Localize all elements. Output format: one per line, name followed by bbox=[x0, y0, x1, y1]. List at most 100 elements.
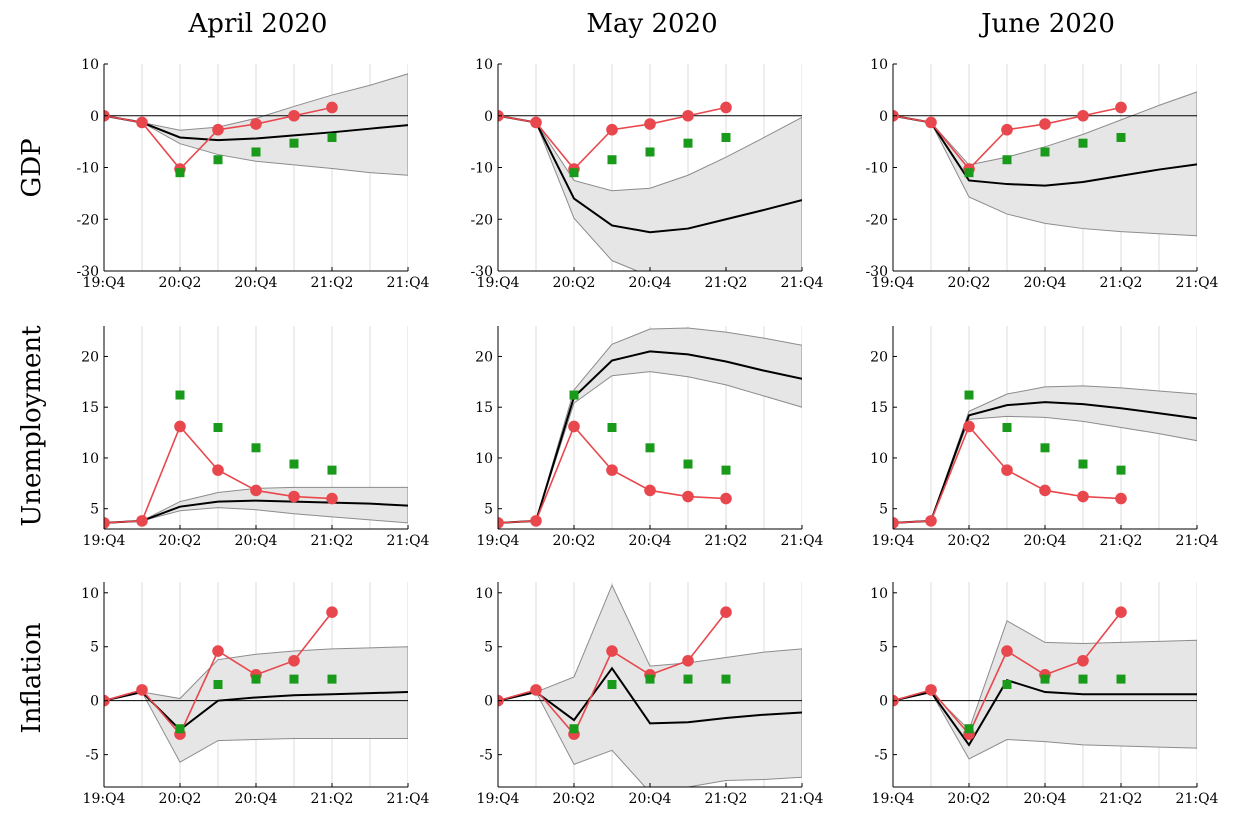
actual-point bbox=[644, 484, 656, 497]
uncertainty-band bbox=[498, 327, 802, 524]
survey-point bbox=[289, 138, 299, 148]
row-label-gdp: GDP bbox=[17, 138, 47, 197]
actual-point bbox=[1115, 101, 1127, 114]
y-tick-label: 5 bbox=[90, 502, 99, 518]
panel-inflation-june-2020: 10 5 0 -5 19:Q4 20:Q2 20:Q4 21:Q2 21:Q4 bbox=[870, 582, 1219, 807]
y-tick-label: -5 bbox=[85, 748, 99, 764]
actual-point bbox=[326, 492, 338, 505]
actual-point bbox=[925, 515, 937, 527]
actual-point bbox=[1077, 490, 1089, 503]
panel-unemployment-may-2020: 20 15 10 5 19:Q4 20:Q2 20:Q4 21:Q2 21:Q4 bbox=[475, 326, 824, 549]
panel-unemployment-april-2020: 20 15 10 5 19:Q4 20:Q2 20:Q4 21:Q2 21:Q4 bbox=[81, 326, 430, 549]
survey-point bbox=[1078, 459, 1088, 469]
actual-point bbox=[682, 654, 694, 667]
panel-inflation-may-2020: 10 5 0 -5 19:Q4 20:Q2 20:Q4 21:Q2 21:Q4 bbox=[475, 582, 824, 807]
survey-point bbox=[289, 674, 299, 684]
survey-point bbox=[1002, 423, 1012, 432]
survey-point bbox=[683, 138, 693, 148]
row-label-inflation: Inflation bbox=[17, 622, 47, 733]
x-tick-label: 20:Q2 bbox=[159, 533, 202, 549]
actual-point bbox=[326, 101, 338, 114]
plot-area bbox=[498, 326, 802, 529]
x-tick-label: 20:Q4 bbox=[629, 275, 672, 291]
y-tick-label: 0 bbox=[90, 694, 99, 710]
survey-point bbox=[1078, 674, 1088, 684]
x-tick-label: 20:Q2 bbox=[948, 533, 991, 549]
plot-area bbox=[104, 64, 408, 271]
survey-point bbox=[1040, 147, 1050, 157]
actual-point bbox=[530, 515, 542, 527]
actual-point bbox=[250, 484, 262, 497]
y-tick-label: 5 bbox=[879, 640, 888, 656]
central-forecast-line bbox=[498, 350, 802, 524]
survey-point bbox=[1078, 138, 1088, 148]
survey-point bbox=[569, 168, 579, 178]
survey-point bbox=[645, 443, 655, 453]
x-tick-label: 19:Q4 bbox=[83, 791, 126, 807]
y-tick-label: 10 bbox=[81, 57, 99, 73]
survey-point bbox=[251, 674, 261, 684]
survey-point bbox=[289, 459, 299, 469]
x-tick-label: 19:Q4 bbox=[477, 533, 520, 549]
y-tick-label: 0 bbox=[484, 109, 493, 125]
row-label-unemployment: Unemployment bbox=[17, 325, 47, 527]
plot-area bbox=[498, 64, 802, 271]
actual-point bbox=[720, 606, 732, 619]
actual-point bbox=[288, 109, 300, 122]
uncertainty-band bbox=[893, 91, 1197, 237]
x-tick-label: 20:Q4 bbox=[235, 275, 278, 291]
actual-point bbox=[682, 490, 694, 503]
y-tick-label: -20 bbox=[470, 212, 493, 228]
survey-point bbox=[1116, 132, 1126, 142]
survey-point bbox=[213, 423, 223, 432]
y-tick-label: -30 bbox=[470, 264, 493, 280]
actual-point bbox=[212, 464, 224, 476]
y-tick-label: 5 bbox=[879, 502, 888, 518]
column-title-april: April 2020 bbox=[188, 9, 328, 39]
survey-point bbox=[569, 390, 579, 400]
y-tick-label: 0 bbox=[484, 694, 493, 710]
central-forecast-line bbox=[893, 678, 1197, 747]
x-tick-label: 21:Q2 bbox=[705, 533, 748, 549]
actual-point bbox=[568, 420, 580, 433]
x-tick-label: 19:Q4 bbox=[83, 275, 126, 291]
actual-point bbox=[1115, 492, 1127, 505]
plot-area bbox=[104, 326, 408, 529]
central-forecast-line bbox=[893, 114, 1197, 187]
actual-point bbox=[720, 101, 732, 114]
x-tick-label: 20:Q4 bbox=[235, 533, 278, 549]
y-tick-label: -5 bbox=[874, 748, 888, 764]
survey-point bbox=[1002, 680, 1012, 689]
actual-point bbox=[136, 116, 148, 129]
actual-point bbox=[1001, 464, 1013, 476]
survey-point bbox=[1040, 674, 1050, 684]
x-tick-label: 21:Q4 bbox=[1176, 275, 1219, 291]
y-tick-label: 0 bbox=[879, 109, 888, 125]
x-tick-label: 19:Q4 bbox=[872, 275, 915, 291]
central-forecast-line bbox=[498, 666, 802, 725]
survey-point bbox=[1116, 674, 1126, 684]
actual-point bbox=[606, 645, 618, 657]
actual-point bbox=[136, 684, 148, 696]
y-tick-label: 10 bbox=[81, 586, 99, 602]
survey-point bbox=[569, 724, 579, 734]
x-tick-label: 21:Q2 bbox=[311, 533, 354, 549]
actual-point bbox=[925, 684, 937, 696]
actual-point bbox=[530, 116, 542, 129]
y-tick-label: 15 bbox=[81, 400, 99, 416]
y-tick-label: 15 bbox=[475, 400, 493, 416]
y-tick-label: 5 bbox=[90, 640, 99, 656]
survey-point bbox=[1002, 155, 1012, 165]
survey-point bbox=[964, 724, 974, 734]
x-tick-label: 21:Q4 bbox=[781, 533, 824, 549]
x-tick-label: 21:Q2 bbox=[1100, 791, 1143, 807]
x-tick-label: 21:Q2 bbox=[705, 275, 748, 291]
actual-point bbox=[250, 118, 262, 130]
column-title-june: June 2020 bbox=[978, 9, 1115, 39]
actual-point bbox=[606, 464, 618, 476]
survey-point bbox=[607, 680, 617, 689]
